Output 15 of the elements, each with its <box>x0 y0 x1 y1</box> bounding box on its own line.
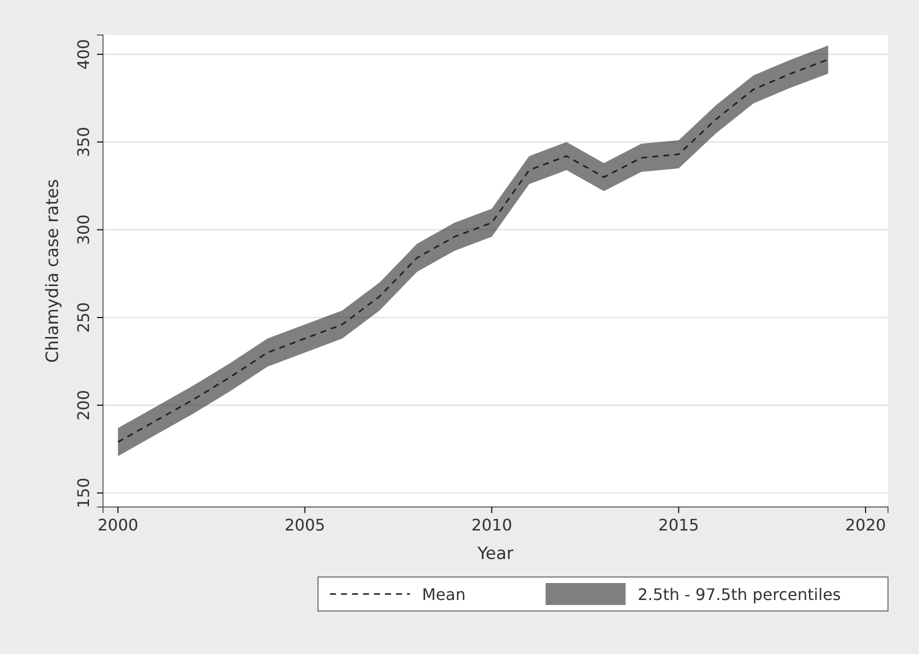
text: 2.5th - 97.5th percentiles <box>638 585 841 604</box>
x-tick-label: 2005 <box>284 515 326 534</box>
y-tick-label: 200 <box>74 390 93 421</box>
y-tick-label: 300 <box>74 214 93 246</box>
y-tick-label: 350 <box>74 126 93 158</box>
x-tick-label: 2020 <box>845 515 886 534</box>
x-axis-title: Year <box>476 544 514 564</box>
x-tick-label: 2010 <box>471 515 512 534</box>
x-tick-label: 2015 <box>658 515 700 534</box>
y-tick-label: 400 <box>74 39 93 70</box>
x-tick-label: 2000 <box>98 515 138 534</box>
legend-label: Mean <box>422 585 466 604</box>
y-tick-label: 250 <box>74 302 93 333</box>
y-axis-title: Chlamydia case rates <box>43 179 63 363</box>
y-tick-label: 150 <box>74 478 93 508</box>
